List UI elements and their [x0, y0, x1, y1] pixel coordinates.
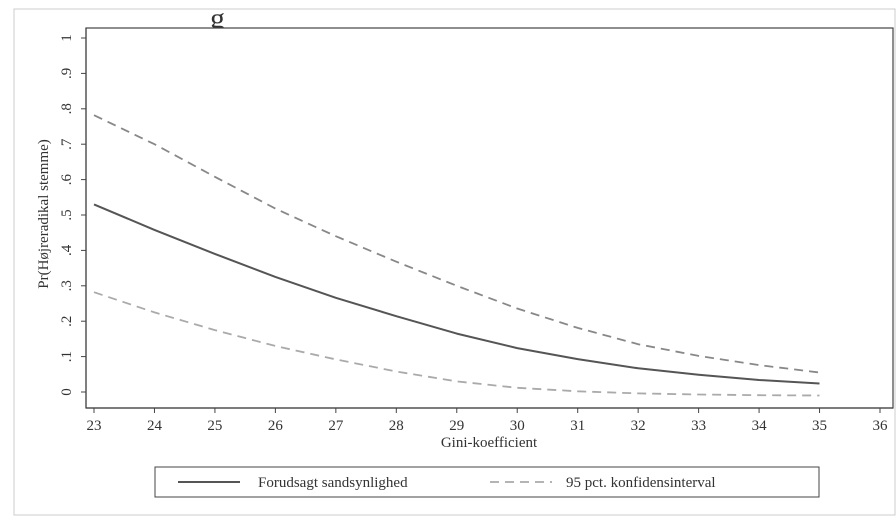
x-tick-label: 34 [752, 418, 768, 434]
ci-lower-line [93, 291, 820, 397]
y-tick-label: .3 [59, 280, 75, 291]
plot-area [85, 27, 894, 409]
x-tick-label: 29 [449, 418, 464, 434]
x-axis: 23 24 25 26 27 28 29 30 31 32 33 34 35 36 [86, 407, 893, 434]
legend-box [154, 466, 820, 498]
y-tick-label: .1 [59, 351, 75, 362]
y-tick-label: .7 [59, 138, 75, 150]
x-tick-label: 27 [328, 418, 344, 434]
x-tick-label: 35 [812, 418, 827, 434]
y-tick-label: .2 [59, 316, 75, 327]
ci-upper-line [93, 114, 820, 374]
x-axis-label: Gini-koefficient [441, 435, 538, 451]
predicted-probability-line [93, 203, 820, 385]
x-tick-label: 23 [87, 418, 102, 434]
x-tick-label: 30 [510, 418, 525, 434]
y-tick-label: .6 [59, 173, 75, 185]
chart-title: g [210, 2, 225, 35]
x-tick-label: 25 [207, 418, 222, 434]
series-layer [93, 114, 820, 397]
y-tick-label: .4 [59, 244, 75, 256]
y-tick-label: .8 [59, 103, 75, 114]
legend-label-predicted: Forudsagt sandsynlighed [258, 475, 408, 491]
y-axis-label: Pr(Højreradikal stemme) [36, 139, 52, 289]
x-tick-label: 33 [691, 418, 706, 434]
outer-frame [13, 8, 896, 516]
y-tick-label: .5 [59, 209, 75, 220]
x-tick-label: 26 [268, 418, 284, 434]
x-tick-label: 32 [631, 418, 646, 434]
x-tick-label: 28 [389, 418, 404, 434]
y-axis: 0 .1 .2 .3 .4 .5 .6 .7 .8 .9 1 [59, 28, 87, 408]
legend: Forudsagt sandsynlighed 95 pct. konfiden… [154, 466, 820, 498]
x-tick-label: 36 [873, 418, 889, 434]
legend-label-confidence: 95 pct. konfidensinterval [566, 475, 716, 491]
x-tick-label: 24 [147, 418, 163, 434]
y-tick-label: .9 [59, 68, 75, 79]
y-tick-label: 0 [59, 388, 75, 396]
x-tick-label: 31 [570, 418, 585, 434]
y-tick-label: 1 [59, 34, 75, 42]
